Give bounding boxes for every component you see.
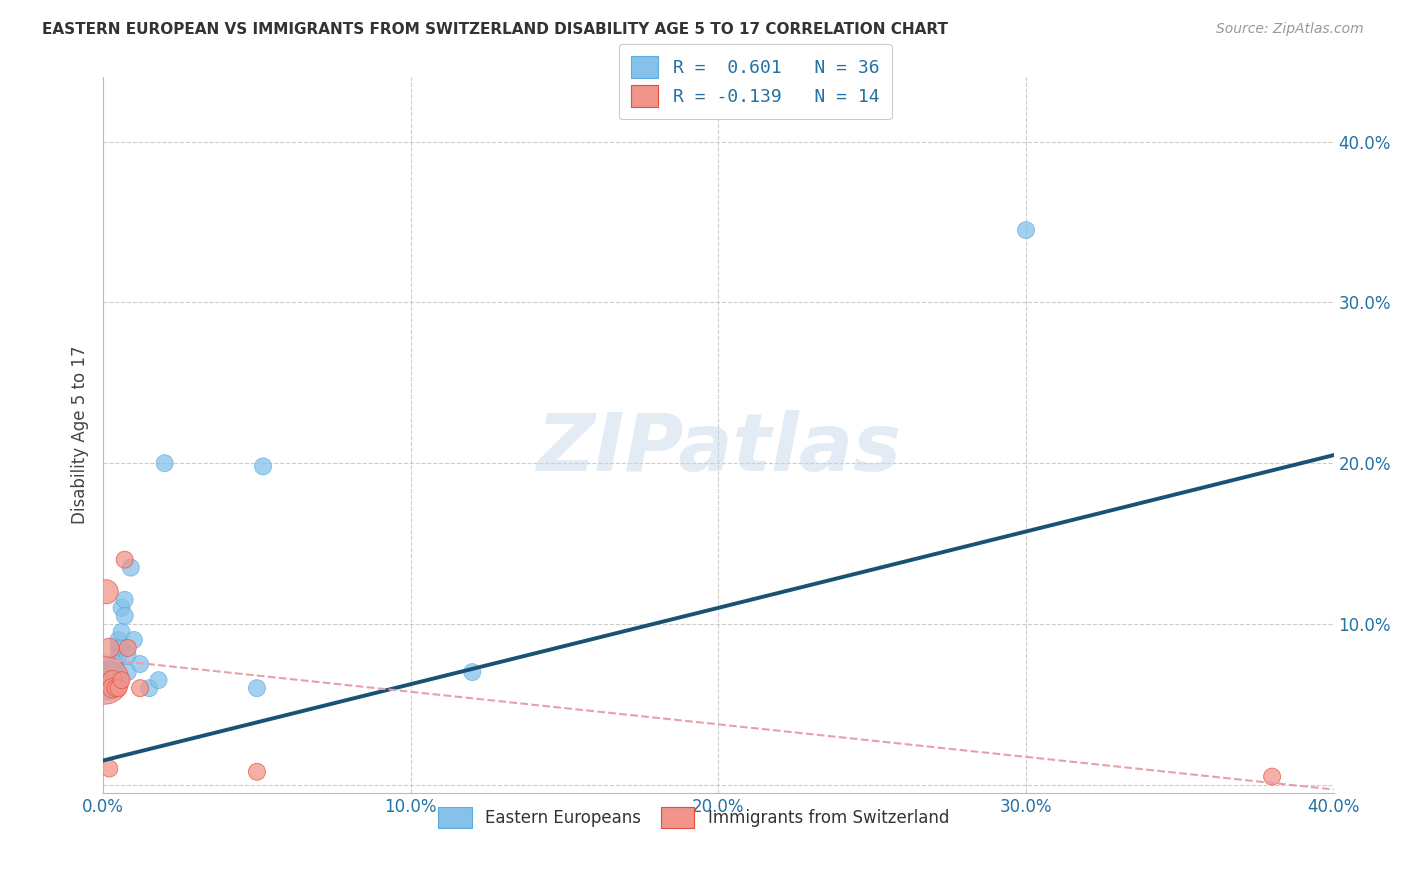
Point — [1261, 770, 1284, 784]
Point — [138, 681, 160, 696]
Point — [110, 640, 132, 655]
Point — [461, 665, 484, 679]
Point — [96, 584, 118, 599]
Point — [104, 657, 127, 671]
Point — [101, 673, 124, 687]
Point — [117, 640, 139, 655]
Point — [148, 673, 170, 687]
Point — [246, 681, 269, 696]
Point — [101, 681, 124, 696]
Point — [104, 678, 127, 692]
Point — [129, 681, 152, 696]
Point — [98, 662, 121, 676]
Point — [114, 608, 136, 623]
Point — [104, 665, 127, 679]
Point — [120, 560, 142, 574]
Point — [96, 673, 118, 687]
Point — [98, 676, 121, 690]
Point — [246, 764, 269, 779]
Point — [110, 600, 132, 615]
Point — [101, 662, 124, 676]
Point — [107, 632, 129, 647]
Y-axis label: Disability Age 5 to 17: Disability Age 5 to 17 — [72, 346, 89, 524]
Point — [107, 648, 129, 663]
Point — [107, 681, 129, 696]
Point — [101, 673, 124, 687]
Text: EASTERN EUROPEAN VS IMMIGRANTS FROM SWITZERLAND DISABILITY AGE 5 TO 17 CORRELATI: EASTERN EUROPEAN VS IMMIGRANTS FROM SWIT… — [42, 22, 948, 37]
Point — [117, 665, 139, 679]
Point — [114, 592, 136, 607]
Point — [96, 668, 118, 682]
Text: Source: ZipAtlas.com: Source: ZipAtlas.com — [1216, 22, 1364, 37]
Point — [107, 673, 129, 687]
Point — [114, 552, 136, 566]
Point — [153, 456, 176, 470]
Point — [104, 668, 127, 682]
Point — [110, 624, 132, 639]
Point — [1015, 223, 1038, 237]
Point — [129, 657, 152, 671]
Point — [122, 632, 145, 647]
Point — [110, 673, 132, 687]
Point — [93, 673, 115, 687]
Text: ZIPatlas: ZIPatlas — [536, 410, 901, 488]
Legend: Eastern Europeans, Immigrants from Switzerland: Eastern Europeans, Immigrants from Switz… — [432, 801, 956, 834]
Point — [117, 648, 139, 663]
Point — [101, 676, 124, 690]
Point — [98, 681, 121, 696]
Point — [252, 459, 274, 474]
Point — [101, 670, 124, 684]
Point — [101, 681, 124, 696]
Point — [98, 665, 121, 679]
Point — [98, 640, 121, 655]
Point — [104, 681, 127, 696]
Point — [107, 640, 129, 655]
Point — [98, 762, 121, 776]
